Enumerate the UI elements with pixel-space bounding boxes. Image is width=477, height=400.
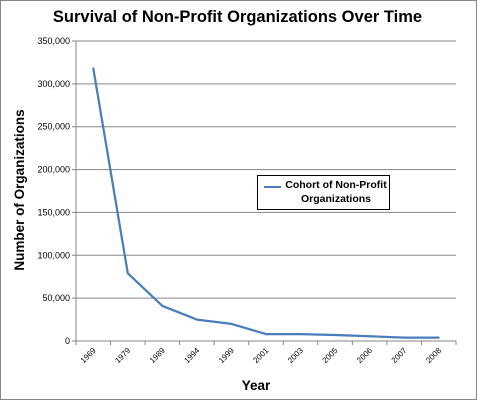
y-tick-label: 300,000 xyxy=(37,79,70,89)
x-tick-label: 1999 xyxy=(217,346,236,365)
y-tick-label: 0 xyxy=(65,336,70,346)
x-tick-label: 2005 xyxy=(321,346,340,365)
chart-title: Survival of Non-Profit Organizations Ove… xyxy=(52,8,423,26)
data-point xyxy=(368,335,371,338)
data-point xyxy=(437,336,440,339)
x-tick-label: 1989 xyxy=(148,346,167,365)
data-point xyxy=(299,333,302,336)
data-point xyxy=(126,272,129,275)
y-tick-label: 100,000 xyxy=(37,250,70,260)
data-point xyxy=(161,304,164,307)
y-tick-label: 150,000 xyxy=(37,207,70,217)
x-tick-label: 2007 xyxy=(390,346,409,365)
y-axis-label: Number of Organizations xyxy=(12,109,27,270)
x-tick-label: 1969 xyxy=(79,346,98,365)
data-point xyxy=(230,322,233,325)
x-tick-label: 1979 xyxy=(113,346,132,365)
x-tick-label: 2003 xyxy=(286,346,305,365)
data-point xyxy=(334,334,337,336)
data-point xyxy=(403,336,406,339)
data-point xyxy=(92,67,95,70)
legend-swatch xyxy=(264,186,281,188)
x-tick-label: 1994 xyxy=(182,346,201,365)
y-tick-label: 250,000 xyxy=(37,122,70,132)
data-point xyxy=(265,333,267,336)
x-tick-label: 2001 xyxy=(251,346,270,365)
y-tick-label: 350,000 xyxy=(37,36,70,46)
data-point xyxy=(195,318,198,321)
y-tick-label: 200,000 xyxy=(37,165,70,175)
x-axis-label: Year xyxy=(242,378,271,393)
x-tick-label: 2008 xyxy=(424,346,443,365)
chart-legend: Cohort of Non-Profit Organizations xyxy=(257,175,390,210)
y-tick-label: 50,000 xyxy=(42,293,70,303)
x-tick-label: 2006 xyxy=(355,346,374,365)
legend-label: Cohort of Non-Profit Organizations xyxy=(285,179,387,205)
